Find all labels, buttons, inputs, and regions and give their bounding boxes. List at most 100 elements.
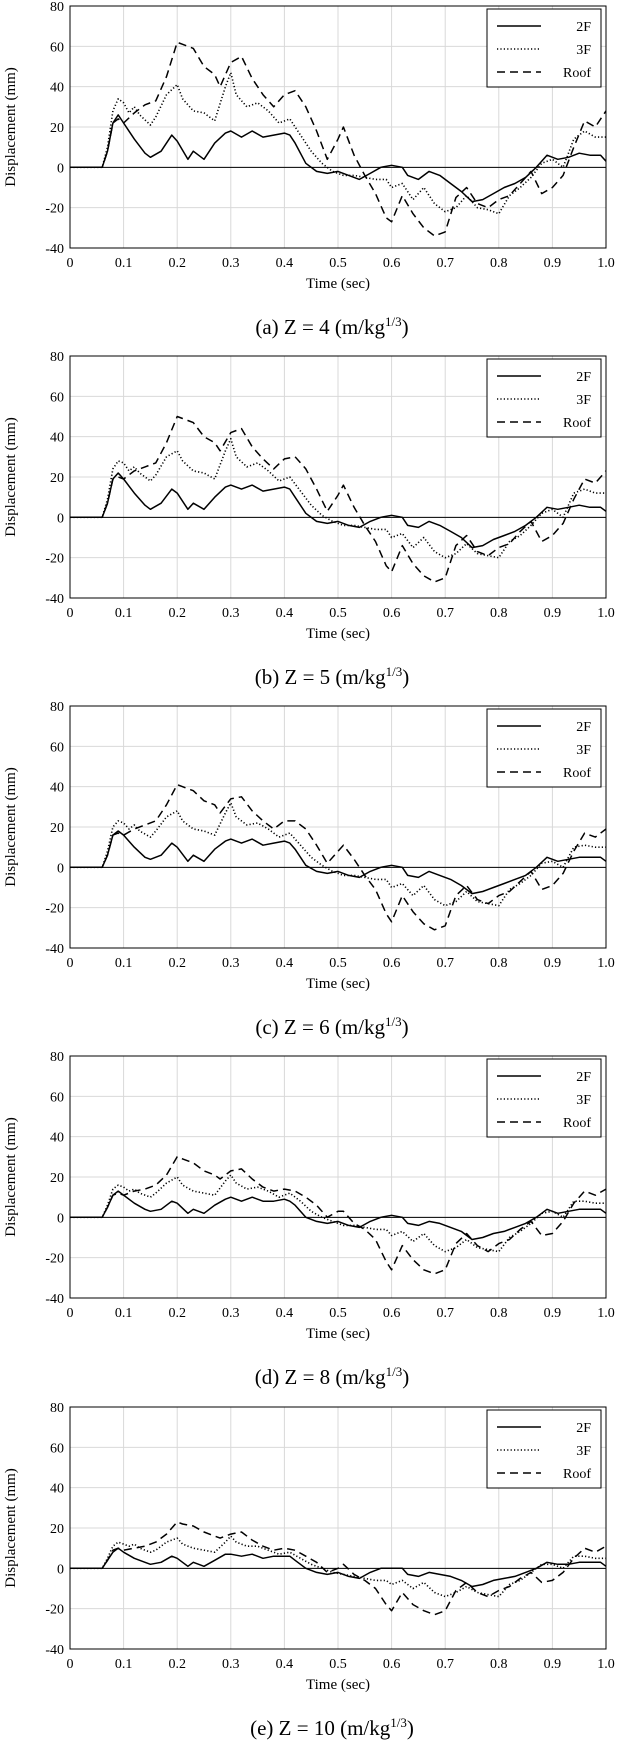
- x-tick-label: 0: [67, 1657, 74, 1672]
- y-tick-label: 20: [50, 821, 64, 836]
- y-tick-label: 80: [50, 0, 64, 15]
- x-tick-label: 0.2: [168, 956, 186, 971]
- series-line-2f: [70, 114, 607, 203]
- x-tick-label: 0.9: [544, 1657, 562, 1672]
- x-tick-label: 0: [67, 256, 74, 271]
- legend: 2F 3F Roof: [486, 1058, 602, 1138]
- caption-prefix: (a) Z = 4 (m/kg: [255, 315, 385, 339]
- y-tick-label: -20: [45, 1252, 64, 1267]
- x-tick-label: 1.0: [597, 1306, 615, 1321]
- y-tick-label: 80: [50, 1050, 64, 1065]
- legend-label-roof: Roof: [563, 1467, 591, 1482]
- series-line-3f: [70, 1535, 606, 1598]
- series-line-2f: [70, 1547, 607, 1588]
- x-tick-label: 0.7: [436, 1657, 454, 1672]
- series-line-2f: [70, 830, 607, 895]
- caption-superscript: 1/3: [386, 1364, 403, 1379]
- series-line-2f: [70, 1190, 607, 1241]
- x-tick-label: 0.9: [544, 1306, 562, 1321]
- x-tick-label: 0.8: [490, 956, 508, 971]
- legend-label-3f: 3F: [576, 1444, 591, 1459]
- series-line-roof: [70, 1156, 607, 1275]
- legend-label-roof: Roof: [563, 66, 591, 81]
- x-tick-label: 0.5: [329, 1306, 347, 1321]
- y-tick-label: 80: [50, 350, 64, 365]
- legend-box: [486, 8, 602, 88]
- y-axis-label: Displacement (mm): [3, 1117, 19, 1237]
- y-axis-label: Displacement (mm): [3, 767, 19, 887]
- y-tick-label: 0: [57, 1211, 64, 1226]
- y-tick-label: 60: [50, 1441, 64, 1456]
- y-axis-label: Displacement (mm): [3, 417, 19, 537]
- y-tick-label: 0: [57, 511, 64, 526]
- series-line-3f: [70, 802, 606, 907]
- y-tick-label: 40: [50, 81, 64, 96]
- legend-box: [486, 1058, 602, 1138]
- y-tick-label: 60: [50, 740, 64, 755]
- legend-label-2f: 2F: [576, 1421, 591, 1436]
- legend-box: [486, 358, 602, 438]
- plot-frame: [69, 705, 607, 949]
- x-tick-label: 0.8: [490, 606, 508, 621]
- x-tick-label: 0.5: [329, 1657, 347, 1672]
- x-tick-label: 0.4: [276, 606, 294, 621]
- series-line-3f: [70, 1174, 606, 1253]
- y-tick-label: 0: [57, 1562, 64, 1577]
- x-tick-label: 1.0: [597, 256, 615, 271]
- y-tick-label: -40: [45, 942, 64, 957]
- y-axis-label: Displacement (mm): [3, 67, 19, 187]
- x-axis-label: Time (sec): [306, 626, 370, 642]
- x-tick-label: 0.5: [329, 956, 347, 971]
- x-tick-label: 0.7: [436, 956, 454, 971]
- x-tick-label: 0.7: [436, 606, 454, 621]
- legend-label-2f: 2F: [576, 20, 591, 35]
- y-tick-label: 0: [57, 861, 64, 876]
- y-tick-label: -40: [45, 242, 64, 257]
- plot-frame: [69, 5, 607, 249]
- x-axis-label: Time (sec): [306, 1326, 370, 1342]
- x-tick-label: 1.0: [597, 956, 615, 971]
- y-tick-label: 80: [50, 1401, 64, 1416]
- x-tick-label: 0.1: [115, 1306, 133, 1321]
- legend-label-2f: 2F: [576, 370, 591, 385]
- figure-caption: (a) Z = 4 (m/kg1/3): [255, 314, 408, 339]
- x-tick-label: 0.1: [115, 1657, 133, 1672]
- legend-label-roof: Roof: [563, 416, 591, 431]
- series-line-roof: [70, 415, 607, 583]
- y-axis-label: Displacement (mm): [3, 1468, 19, 1588]
- legend: 2F 3F Roof: [486, 358, 602, 438]
- y-tick-label: 0: [57, 161, 64, 176]
- y-tick-label: -40: [45, 592, 64, 607]
- x-tick-label: 0.2: [168, 606, 186, 621]
- series-line-roof: [70, 41, 607, 237]
- legend: 2F 3F Roof: [486, 8, 602, 88]
- x-tick-label: 0: [67, 1306, 74, 1321]
- figure-caption: (e) Z = 10 (m/kg1/3): [250, 1715, 414, 1740]
- caption-superscript: 1/3: [385, 314, 402, 329]
- legend-label-3f: 3F: [576, 1093, 591, 1108]
- x-tick-label: 0.6: [383, 606, 401, 621]
- legend-label-roof: Roof: [563, 1116, 591, 1131]
- caption-prefix: (d) Z = 8 (m/kg: [255, 1365, 386, 1389]
- legend-label-2f: 2F: [576, 720, 591, 735]
- y-tick-label: -40: [45, 1643, 64, 1658]
- x-tick-label: 0: [67, 606, 74, 621]
- x-tick-label: 0.8: [490, 1306, 508, 1321]
- y-tick-label: 20: [50, 1171, 64, 1186]
- legend-label-3f: 3F: [576, 743, 591, 758]
- caption-prefix: (c) Z = 6 (m/kg: [255, 1015, 385, 1039]
- x-tick-label: 0.4: [276, 256, 294, 271]
- y-tick-label: -20: [45, 1603, 64, 1618]
- x-axis-label: Time (sec): [306, 276, 370, 292]
- legend-label-3f: 3F: [576, 43, 591, 58]
- series-line-roof: [70, 783, 607, 931]
- legend: 2F 3F Roof: [486, 708, 602, 788]
- y-tick-label: 40: [50, 1131, 64, 1146]
- y-tick-label: 40: [50, 781, 64, 796]
- x-tick-label: 0.1: [115, 606, 133, 621]
